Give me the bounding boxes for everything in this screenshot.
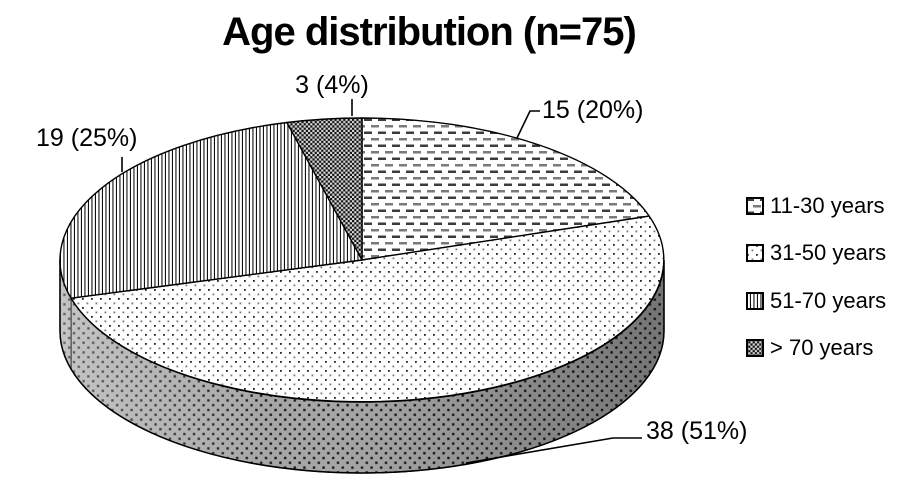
legend-swatch-dashes-icon (746, 197, 764, 215)
leader-line-11-30 (516, 110, 540, 139)
pie-slice-51-70-years (59, 121, 363, 299)
legend-label: 51-70 years (770, 288, 887, 313)
legend-swatch-dots-icon (746, 244, 764, 262)
legend-item-over-70: > 70 years (746, 335, 873, 361)
legend-item-51-70: 51-70 years (746, 288, 886, 314)
legend-item-31-50: 31-50 years (746, 240, 886, 266)
slice-label-11-30: 15 (20%) (542, 96, 644, 124)
legend-swatch-vlines-icon (746, 292, 764, 310)
slice-label-51-70: 19 (25%) (36, 124, 138, 152)
legend-item-11-30: 11-30 years (746, 193, 885, 219)
pie-slice-70-years (286, 117, 363, 261)
legend-swatch-check-icon (746, 339, 764, 357)
slice-label-over-70: 3 (4%) (295, 71, 369, 99)
callout-leader-lines (121, 99, 642, 464)
legend-label: 31-50 years (770, 240, 887, 265)
pie-slice-31-50-years (70, 215, 665, 403)
leader-line-31-50 (465, 437, 642, 464)
legend-label: 11-30 years (770, 193, 885, 218)
pie-slice-11-30-years (361, 117, 650, 261)
pie-top-slices (59, 117, 665, 403)
legend-label: > 70 years (770, 335, 874, 360)
slice-label-31-50: 38 (51%) (646, 417, 748, 445)
chart-title: Age distribution (n=75) (222, 10, 637, 54)
